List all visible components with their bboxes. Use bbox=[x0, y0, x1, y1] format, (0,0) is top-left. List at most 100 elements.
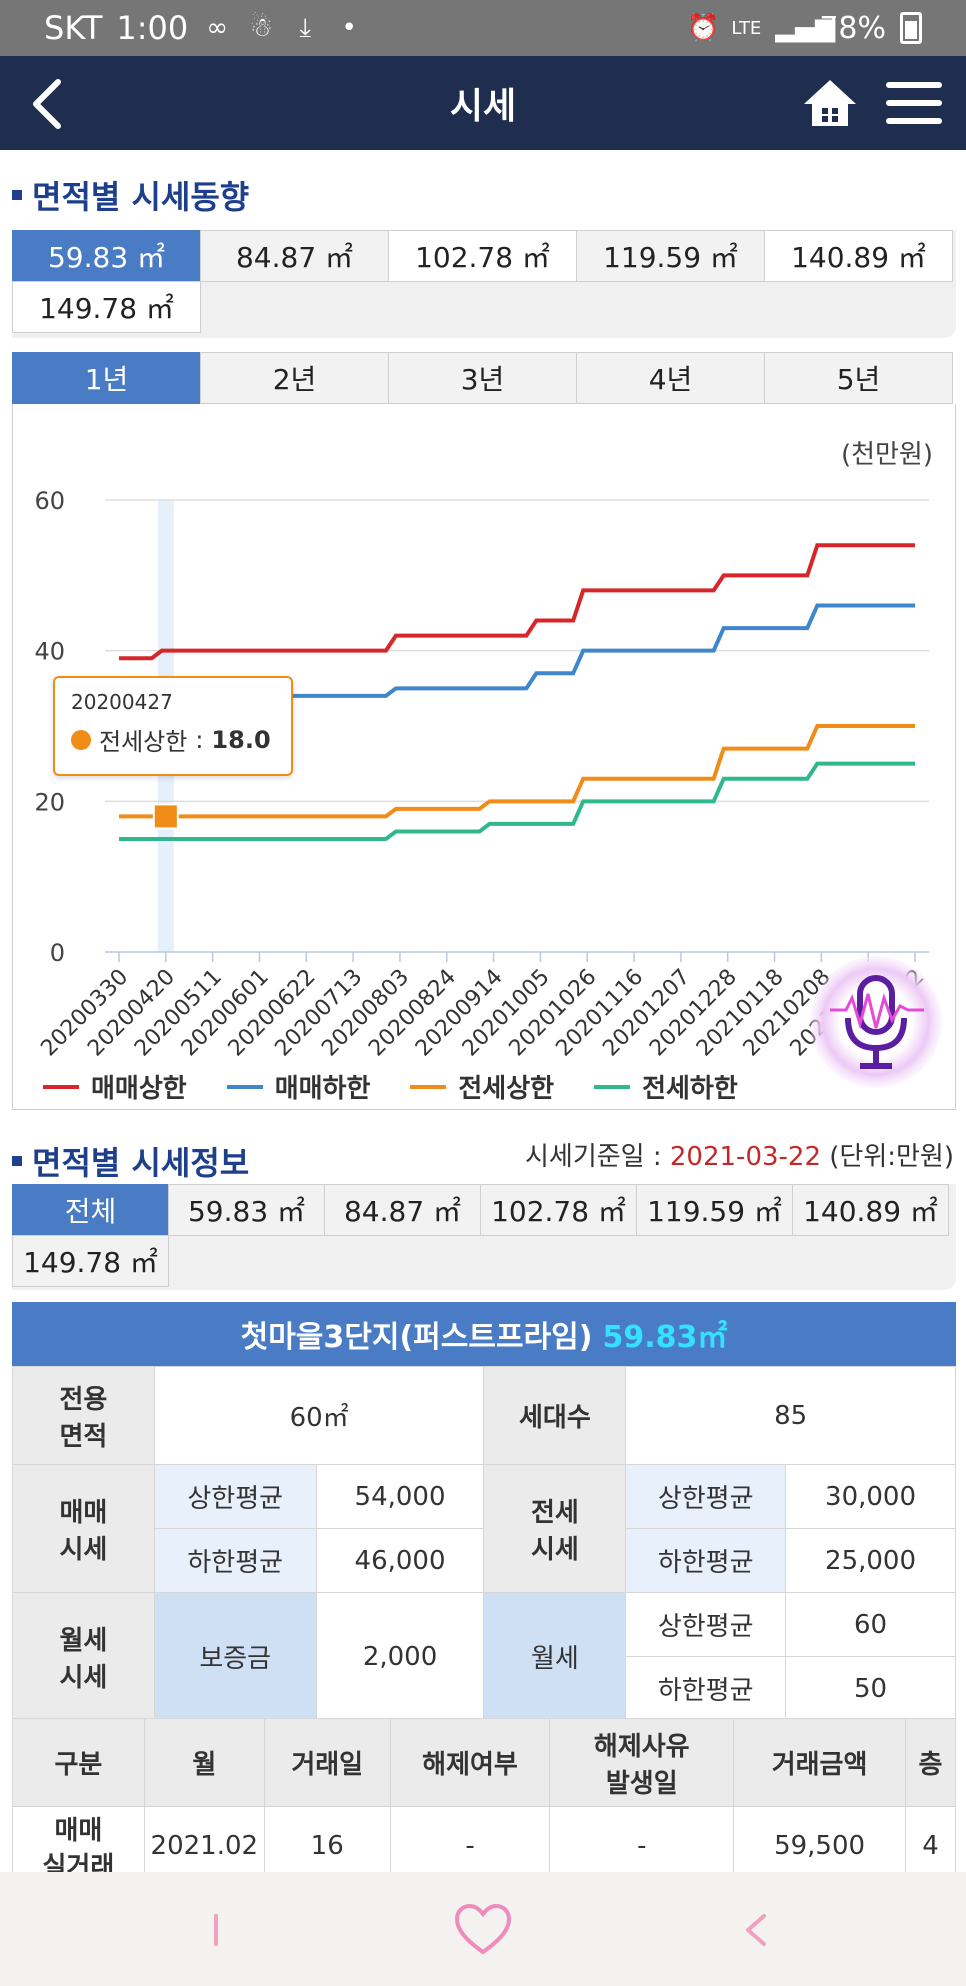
y-tick-label: 0 bbox=[50, 939, 65, 967]
trend-area-tab-84[interactable]: 84.87 ㎡ bbox=[200, 230, 389, 282]
complex-area: 59.83㎡ bbox=[602, 1320, 728, 1355]
period-tab-3y[interactable]: 3년 bbox=[388, 352, 577, 404]
exclusive-area-value: 60㎡ bbox=[153, 1366, 485, 1465]
deposit-value: 2,000 bbox=[315, 1592, 485, 1721]
jeonse-lower-value: 25,000 bbox=[785, 1528, 956, 1593]
sale-upper-label: 상한평균 bbox=[153, 1464, 317, 1529]
infinity-icon: ∞ bbox=[206, 13, 229, 43]
series-line-0 bbox=[119, 543, 915, 661]
carrier: SKT bbox=[44, 9, 103, 47]
sale-upper-value: 54,000 bbox=[315, 1464, 485, 1529]
monthly-rent-label: 월세 bbox=[483, 1592, 627, 1721]
jeonse-upper-value: 30,000 bbox=[785, 1464, 956, 1529]
recent-apps-icon bbox=[214, 1914, 218, 1946]
tooltip-value-row: 전세상한:18.0 bbox=[71, 722, 275, 757]
highlight-point bbox=[152, 803, 179, 830]
more-dot-icon: • bbox=[341, 13, 357, 43]
alarm-icon: ⏰ bbox=[687, 13, 720, 43]
info-area-tab-84[interactable]: 84.87 ㎡ bbox=[324, 1184, 481, 1236]
trend-area-tab-149[interactable]: 149.78 ㎡ bbox=[12, 281, 201, 333]
legend-item-sale-upper[interactable]: 매매상한 bbox=[43, 1068, 187, 1105]
households-label: 세대수 bbox=[483, 1366, 627, 1465]
jeonse-price-label: 전세 시세 bbox=[483, 1464, 627, 1593]
tooltip-dot-icon bbox=[71, 729, 91, 750]
trend-area-tab-59[interactable]: 59.83 ㎡ bbox=[12, 230, 201, 282]
series-line-2 bbox=[119, 724, 915, 819]
heart-icon bbox=[454, 1903, 512, 1955]
back-arrow-icon[interactable] bbox=[22, 74, 82, 134]
tooltip-series: 전세상한 bbox=[99, 728, 188, 756]
back-chevron-icon bbox=[746, 1914, 766, 1946]
monthly-upper-value: 60 bbox=[785, 1592, 956, 1657]
y-tick-label: 20 bbox=[34, 788, 65, 816]
monthly-lower-value: 50 bbox=[785, 1656, 956, 1721]
chart-legend: 매매상한 매매하한 전세상한 전세하한 bbox=[43, 1068, 738, 1105]
network-type: LTE bbox=[731, 17, 762, 39]
home-button[interactable] bbox=[453, 1900, 513, 1960]
trend-area-tabs: 59.83 ㎡ 84.87 ㎡ 102.78 ㎡ 119.59 ㎡ 140.89… bbox=[12, 230, 956, 338]
app-header: 시세 bbox=[0, 56, 966, 150]
period-tab-4y[interactable]: 4년 bbox=[576, 352, 765, 404]
deposit-label: 보증금 bbox=[153, 1592, 317, 1721]
complex-title-bar: 첫마을3단지(퍼스트프라임) 59.83㎡ bbox=[12, 1302, 956, 1366]
info-area-tab-119[interactable]: 119.59 ㎡ bbox=[636, 1184, 793, 1236]
app-notification-icon: ☃ bbox=[249, 13, 273, 43]
voice-mic-icon[interactable] bbox=[808, 954, 944, 1090]
info-area-tab-102[interactable]: 102.78 ㎡ bbox=[480, 1184, 637, 1236]
tx-header-amount: 거래금액 bbox=[733, 1718, 906, 1807]
price-info-table: 전용 면적 60㎡ 세대수 85 매매 시세 상한평균 54,000 전세 시세… bbox=[12, 1366, 956, 1721]
exclusive-area-label: 전용 면적 bbox=[12, 1366, 155, 1465]
tooltip-value: 18.0 bbox=[211, 725, 271, 754]
status-bar: SKT 1:00 ∞ ☃ ⤓ • ⏰ LTE ▂▄▆ 78% bbox=[0, 0, 966, 56]
series-line-3 bbox=[119, 761, 915, 841]
period-tab-5y[interactable]: 5년 bbox=[764, 352, 953, 404]
recent-apps-button[interactable] bbox=[186, 1900, 246, 1960]
jeonse-upper-label: 상한평균 bbox=[625, 1464, 787, 1529]
jeonse-lower-label: 하한평균 bbox=[625, 1528, 787, 1593]
basis-date: 시세기준일 : 2021-03-22 (단위:만원) bbox=[525, 1142, 954, 1172]
sale-lower-value: 46,000 bbox=[315, 1528, 485, 1593]
period-tab-2y[interactable]: 2년 bbox=[200, 352, 389, 404]
trend-section-title: 면적별 시세동향 bbox=[12, 172, 249, 218]
monthly-lower-label: 하한평균 bbox=[625, 1656, 787, 1721]
price-trend-chart[interactable]: (천만원) 0 20 40 60 20200330 20200420 20200511 202… bbox=[12, 404, 956, 1110]
households-value: 85 bbox=[625, 1366, 956, 1465]
signal-icon: ▂▄▆ bbox=[775, 13, 836, 43]
monthly-price-label: 월세 시세 bbox=[12, 1592, 155, 1721]
period-tab-1y[interactable]: 1년 bbox=[12, 352, 201, 404]
bottom-navigation bbox=[0, 1872, 966, 1986]
download-icon: ⤓ bbox=[299, 13, 311, 43]
tx-header-cancelled: 해제여부 bbox=[389, 1718, 551, 1807]
tx-header-type: 구분 bbox=[12, 1718, 145, 1807]
tx-header-month: 월 bbox=[143, 1718, 265, 1807]
info-area-tabs: 전체 59.83 ㎡ 84.87 ㎡ 102.78 ㎡ 119.59 ㎡ 140… bbox=[12, 1184, 956, 1290]
tx-header-day: 거래일 bbox=[263, 1718, 391, 1807]
complex-name: 첫마을3단지(퍼스트프라임) bbox=[240, 1320, 593, 1355]
home-icon[interactable] bbox=[802, 78, 858, 128]
transactions-table: 구분 월 거래일 해제여부 해제사유 발생일 거래금액 층 매매 실거래 202… bbox=[12, 1718, 957, 1886]
back-button[interactable] bbox=[726, 1900, 786, 1960]
info-area-tab-140[interactable]: 140.89 ㎡ bbox=[792, 1184, 949, 1236]
info-area-tab-149[interactable]: 149.78 ㎡ bbox=[12, 1235, 169, 1287]
trend-area-tab-119[interactable]: 119.59 ㎡ bbox=[576, 230, 765, 282]
battery-icon bbox=[900, 12, 922, 44]
info-area-tab-all[interactable]: 전체 bbox=[12, 1184, 169, 1236]
trend-area-tab-140[interactable]: 140.89 ㎡ bbox=[764, 230, 953, 282]
legend-item-jeonse-lower[interactable]: 전세하한 bbox=[594, 1068, 738, 1105]
info-area-tab-59[interactable]: 59.83 ㎡ bbox=[168, 1184, 325, 1236]
info-section-title: 면적별 시세정보 bbox=[12, 1138, 249, 1184]
chart-unit-label: (천만원) bbox=[840, 440, 933, 470]
tooltip-date: 20200427 bbox=[71, 690, 173, 714]
period-tabs: 1년 2년 3년 4년 5년 bbox=[12, 352, 956, 404]
sale-price-label: 매매 시세 bbox=[12, 1464, 155, 1593]
y-tick-label: 40 bbox=[34, 638, 65, 666]
legend-item-sale-lower[interactable]: 매매하한 bbox=[226, 1068, 370, 1105]
y-tick-label: 60 bbox=[34, 487, 65, 515]
monthly-upper-label: 상한평균 bbox=[625, 1592, 787, 1657]
battery-percent: 78% bbox=[819, 10, 886, 46]
legend-item-jeonse-upper[interactable]: 전세상한 bbox=[410, 1068, 554, 1105]
sale-lower-label: 하한평균 bbox=[153, 1528, 317, 1593]
hamburger-menu-icon[interactable] bbox=[886, 82, 942, 124]
trend-area-tab-102[interactable]: 102.78 ㎡ bbox=[388, 230, 577, 282]
page-title: 시세 bbox=[449, 86, 517, 127]
